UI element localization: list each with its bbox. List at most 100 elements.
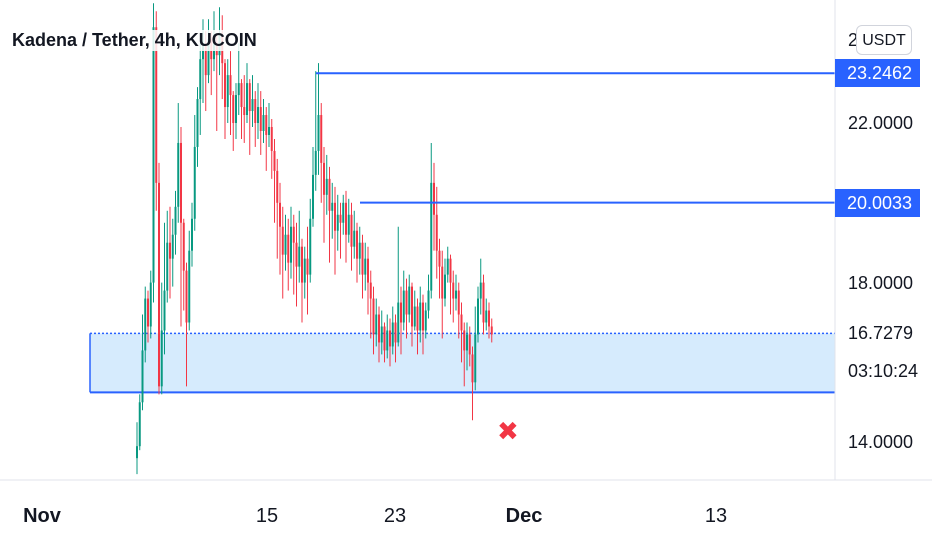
- candle-body: [309, 218, 312, 275]
- candle: [331, 182, 334, 239]
- candle: [422, 294, 424, 355]
- candle-body: [160, 330, 163, 387]
- candle: [457, 282, 460, 339]
- candle: [303, 246, 306, 299]
- candle-body: [328, 178, 331, 211]
- candle: [185, 262, 188, 387]
- price-tick-label: 14.0000: [848, 432, 914, 453]
- candle: [188, 230, 191, 331]
- candle-body: [185, 270, 188, 323]
- candle: [229, 51, 232, 135]
- candle: [226, 59, 229, 123]
- candle-body: [290, 226, 292, 263]
- candle-body: [471, 354, 474, 383]
- candle: [435, 186, 438, 279]
- candle-body: [259, 107, 262, 131]
- candle-body: [435, 214, 438, 251]
- candle-body: [246, 83, 248, 116]
- candle-body: [149, 282, 152, 327]
- candle: [138, 394, 141, 451]
- candle-body: [482, 282, 485, 323]
- candle: [169, 206, 171, 299]
- candle: [353, 210, 356, 259]
- candle: [317, 63, 320, 175]
- candle-body: [350, 214, 353, 247]
- candle-body: [400, 302, 402, 323]
- candle: [402, 270, 405, 331]
- candle: [149, 270, 152, 339]
- candle-body: [199, 59, 202, 100]
- candle: [287, 218, 290, 291]
- candle: [485, 298, 488, 331]
- candle-body: [182, 222, 185, 271]
- candle-body: [336, 214, 339, 231]
- candle-body: [479, 282, 482, 299]
- candle-body: [424, 310, 427, 331]
- candle-body: [416, 306, 419, 331]
- candle: [182, 218, 185, 311]
- candle: [196, 87, 199, 167]
- candle-body: [356, 230, 358, 259]
- level-price-label: 23.2462: [835, 59, 920, 88]
- candle: [364, 242, 367, 291]
- candle-body: [466, 334, 468, 351]
- candle-body: [265, 115, 268, 135]
- candle-body: [386, 330, 389, 351]
- candle: [254, 91, 257, 147]
- candle-body: [441, 266, 444, 299]
- candle-body: [320, 115, 323, 163]
- current-price-label: 16.7279: [848, 323, 914, 344]
- candle: [482, 274, 485, 335]
- support-zone[interactable]: [90, 333, 835, 393]
- candle-body: [449, 258, 452, 283]
- candle: [309, 198, 312, 283]
- candle-body: [138, 402, 141, 447]
- candle: [350, 202, 353, 271]
- candle: [235, 83, 237, 139]
- candle-body: [485, 310, 488, 323]
- candle: [328, 166, 331, 263]
- candle-body: [372, 298, 375, 335]
- candle: [391, 306, 394, 355]
- candle: [240, 79, 243, 139]
- candle: [158, 162, 160, 395]
- candle: [273, 138, 276, 223]
- candle-body: [235, 95, 237, 123]
- candle-body: [358, 242, 361, 259]
- x-mark-icon: ✖: [497, 416, 519, 447]
- candle: [347, 198, 350, 243]
- candle: [419, 286, 422, 343]
- candle: [320, 103, 323, 203]
- candle: [160, 282, 163, 395]
- candle: [284, 214, 287, 271]
- candle-body: [411, 286, 413, 327]
- candle: [276, 158, 279, 259]
- candle: [413, 290, 416, 331]
- candle: [232, 91, 235, 151]
- candle-body: [323, 162, 325, 195]
- candle-body: [262, 115, 265, 131]
- candle: [339, 202, 342, 259]
- candle-body: [204, 43, 207, 76]
- candle-body: [226, 75, 229, 108]
- candle-body: [317, 115, 320, 151]
- candle: [444, 258, 446, 307]
- candle: [262, 99, 265, 143]
- candle: [199, 43, 202, 135]
- candle: [466, 322, 468, 371]
- candle: [488, 302, 490, 339]
- candle-body: [312, 174, 314, 219]
- currency-button[interactable]: USDT: [856, 25, 912, 55]
- candle: [251, 75, 254, 127]
- candle-body: [438, 250, 441, 267]
- candle: [221, 15, 224, 100]
- price-tick-label: 22.0000: [848, 113, 914, 133]
- candle-body: [229, 75, 232, 96]
- candle: [147, 290, 149, 343]
- candle-body: [158, 182, 160, 387]
- candle-body: [281, 226, 284, 255]
- candle: [292, 214, 295, 295]
- candle-body: [224, 63, 226, 108]
- bar-countdown: 03:10:24: [848, 361, 919, 381]
